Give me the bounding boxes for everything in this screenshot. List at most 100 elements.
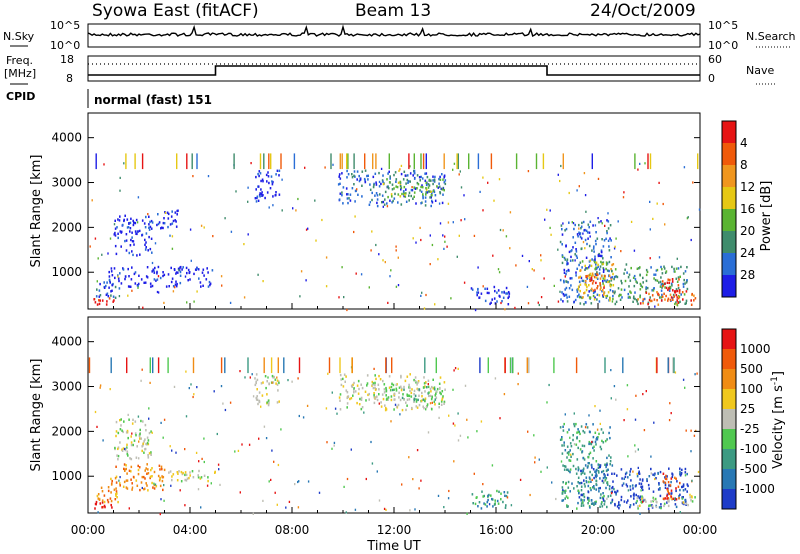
scatter-cell xyxy=(639,266,641,269)
scatter-cell xyxy=(501,291,503,294)
scatter-cell xyxy=(677,485,680,488)
scatter-cell xyxy=(614,290,616,293)
scatter-cell xyxy=(553,284,555,287)
scatter-cell xyxy=(434,303,436,306)
scatter-cell xyxy=(612,294,614,298)
scatter-cell xyxy=(596,237,599,240)
streak-mark xyxy=(487,357,489,374)
scatter-cell xyxy=(271,180,273,183)
scatter-cell xyxy=(119,482,121,485)
scatter-cell xyxy=(295,209,297,212)
scatter-cell xyxy=(399,398,402,402)
scatter-cell xyxy=(549,226,551,229)
scatter-cell xyxy=(661,280,664,283)
scatter-cell xyxy=(437,494,440,497)
scatter-cell xyxy=(170,484,172,487)
scatter-cell xyxy=(659,280,662,284)
scatter-cell xyxy=(147,456,150,459)
scatter-cell xyxy=(393,173,395,177)
scatter-cell xyxy=(399,195,402,198)
scatter-cell xyxy=(596,436,598,440)
scatter-cell xyxy=(353,387,355,390)
scatter-cell xyxy=(627,292,630,296)
scatter-cell xyxy=(660,289,663,292)
scatter-cell xyxy=(153,470,156,474)
scatter-cell xyxy=(409,373,411,376)
scatter-cell xyxy=(506,496,509,499)
scatter-cell xyxy=(588,226,590,229)
scatter-cell xyxy=(570,445,573,448)
scatter-cell xyxy=(392,383,395,387)
colorbar-tick-label: 12 xyxy=(740,180,755,194)
scatter-cell xyxy=(179,270,182,274)
streak-mark xyxy=(697,153,699,170)
scatter-cell xyxy=(406,178,409,182)
scatter-cell xyxy=(561,228,563,231)
scatter-cell xyxy=(342,186,345,189)
scatter-cell xyxy=(354,215,356,218)
scatter-cell xyxy=(641,488,644,492)
scatter-cell xyxy=(564,489,567,492)
scatter-cell xyxy=(667,288,669,292)
scatter-cell xyxy=(569,449,571,452)
scatter-cell xyxy=(633,492,635,495)
scatter-cell xyxy=(192,476,195,479)
scatter-cell xyxy=(416,187,418,190)
scatter-cell xyxy=(169,223,172,226)
scatter-cell xyxy=(482,483,484,486)
scatter-cell xyxy=(203,474,206,477)
scatter-cell xyxy=(110,499,113,503)
scatter-cell xyxy=(426,191,429,194)
scatter-cell xyxy=(123,480,126,484)
scatter-cell xyxy=(176,471,179,474)
scatter-cell xyxy=(583,303,585,306)
scatter-cell xyxy=(254,377,256,380)
scatter-cell xyxy=(509,247,511,250)
scatter-cell xyxy=(429,234,431,237)
scatter-cell xyxy=(658,293,660,297)
scatter-cell xyxy=(113,223,116,226)
scatter-cell xyxy=(187,279,189,282)
scatter-cell xyxy=(662,480,665,483)
scatter-cell xyxy=(173,385,176,388)
scatter-cell xyxy=(669,402,671,405)
scatter-cell xyxy=(99,384,102,387)
scatter-cell xyxy=(595,263,597,266)
scatter-cell xyxy=(192,175,194,178)
scatter-cell xyxy=(598,490,600,493)
scatter-cell xyxy=(617,503,620,506)
scatter-cell xyxy=(150,219,153,223)
scatter-cell xyxy=(147,489,149,492)
streak-mark xyxy=(346,153,348,170)
scatter-cell xyxy=(374,383,376,387)
scatter-cell xyxy=(584,283,586,286)
scatter-cell xyxy=(601,222,603,225)
scatter-cell xyxy=(157,213,159,216)
scatter-cell xyxy=(587,294,589,297)
scatter-cell xyxy=(324,166,326,169)
scatter-cell xyxy=(106,498,109,502)
scatter-cell xyxy=(460,186,463,189)
scatter-cell xyxy=(203,274,205,277)
scatter-cell xyxy=(670,497,673,500)
scatter-cell xyxy=(255,396,258,400)
scatter-cell xyxy=(478,296,481,299)
scatter-cell xyxy=(366,374,369,377)
scatter-cell xyxy=(150,237,153,240)
scatter-cell xyxy=(576,436,578,440)
scatter-cell xyxy=(124,275,127,278)
scatter-cell xyxy=(456,255,458,258)
scatter-cell xyxy=(177,267,180,270)
scatter-cell xyxy=(600,428,603,431)
scatter-cell xyxy=(586,285,588,289)
scatter-cell xyxy=(184,504,186,507)
scatter-cell xyxy=(482,495,484,498)
colorbar-segment xyxy=(722,209,736,231)
scatter-cell xyxy=(428,394,430,398)
scatter-cell xyxy=(373,394,375,397)
scatter-cell xyxy=(473,234,476,237)
scatter-cell xyxy=(372,386,375,390)
scatter-cell xyxy=(481,490,483,493)
scatter-cell xyxy=(106,281,108,284)
scatter-cell xyxy=(636,472,638,475)
